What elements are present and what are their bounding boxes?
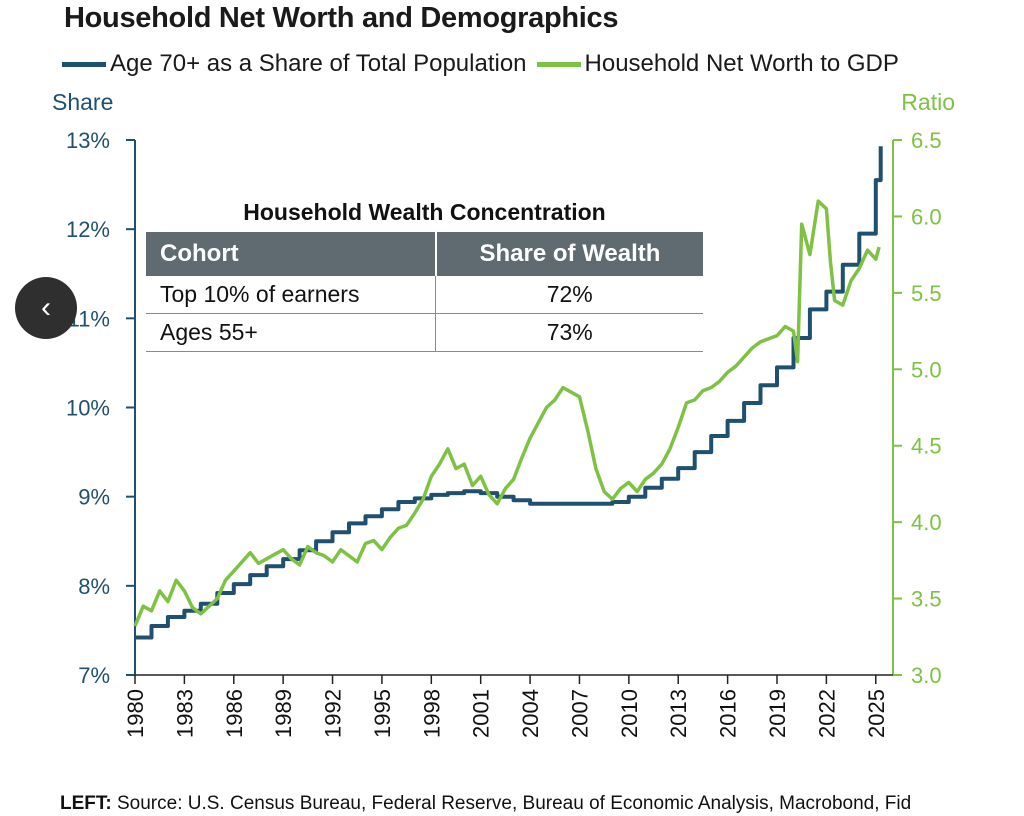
x-tick-label: 2010 <box>617 689 642 738</box>
x-tick-label: 2007 <box>567 689 592 738</box>
x-tick-label: 2025 <box>864 689 889 738</box>
x-tick-label: 1986 <box>222 689 247 738</box>
right-tick-label: 3.0 <box>911 663 942 688</box>
wealth-table-grid: Cohort Share of Wealth Top 10% of earner… <box>146 232 703 352</box>
x-tick-label: 2013 <box>666 689 691 738</box>
table-row: Ages 55+ 73% <box>146 313 703 352</box>
x-tick-label: 1980 <box>123 689 148 738</box>
cell-share: 72% <box>435 276 703 314</box>
table-header-row: Cohort Share of Wealth <box>146 232 703 276</box>
x-tick-label: 1998 <box>419 689 444 738</box>
table-title: Household Wealth Concentration <box>243 199 606 225</box>
left-tick-label: 9% <box>78 485 110 510</box>
legend-item-age70: Age 70+ as a Share of Total Population <box>62 50 527 78</box>
source-note: LEFT: Source: U.S. Census Bureau, Federa… <box>60 793 911 815</box>
legend-label-age70: Age 70+ as a Share of Total Population <box>110 50 527 77</box>
left-tick-label: 13% <box>66 128 110 153</box>
chevron-left-icon: ‹ <box>41 291 51 324</box>
right-axis-title: Ratio <box>901 89 955 115</box>
header-cohort: Cohort <box>146 232 436 276</box>
chart-axes: 7%8%9%10%11%12%13%3.03.54.04.55.05.56.06… <box>52 89 955 738</box>
x-tick-label: 2001 <box>469 689 494 738</box>
header-share-of-wealth: Share of Wealth <box>434 232 703 276</box>
legend-label-networth: Household Net Worth to GDP <box>584 50 899 77</box>
x-tick-label: 2022 <box>814 689 839 738</box>
cell-cohort: Top 10% of earners <box>146 276 436 314</box>
left-tick-label: 12% <box>66 217 110 242</box>
right-tick-label: 5.5 <box>911 281 942 306</box>
back-button[interactable]: ‹ <box>15 277 77 339</box>
source-prefix: LEFT: <box>60 793 112 814</box>
legend-swatch-age70 <box>62 61 106 67</box>
left-tick-label: 10% <box>66 396 110 421</box>
source-text: Source: U.S. Census Bureau, Federal Rese… <box>117 793 912 814</box>
x-tick-label: 1983 <box>172 689 197 738</box>
right-tick-label: 4.0 <box>911 510 942 535</box>
wealth-concentration-table: Household Wealth Concentration Cohort Sh… <box>146 196 703 352</box>
x-tick-label: 2019 <box>765 689 790 738</box>
cell-cohort: Ages 55+ <box>146 313 436 352</box>
series-line-networth <box>133 199 881 627</box>
right-tick-label: 5.0 <box>911 357 942 382</box>
table-row: Top 10% of earners 72% <box>146 276 703 314</box>
left-tick-label: 7% <box>78 663 110 688</box>
left-axis-title: Share <box>52 89 113 115</box>
legend-item-networth: Household Net Worth to GDP <box>536 50 899 78</box>
left-tick-label: 8% <box>78 574 110 599</box>
x-tick-label: 1995 <box>370 689 395 738</box>
x-tick-label: 2004 <box>518 689 543 738</box>
x-tick-label: 1989 <box>271 689 296 738</box>
cell-share: 73% <box>435 313 703 352</box>
legend: Age 70+ as a Share of Total Population H… <box>62 48 909 80</box>
legend-swatch-networth <box>536 61 581 67</box>
series-line-age70 <box>135 146 883 640</box>
right-tick-label: 3.5 <box>911 587 942 612</box>
x-tick-label: 2016 <box>716 689 741 738</box>
chart-series <box>133 146 883 640</box>
chart-title: Household Net Worth and Demographics <box>64 2 619 34</box>
right-tick-label: 4.5 <box>911 434 942 459</box>
right-tick-label: 6.5 <box>911 128 942 153</box>
x-tick-label: 1992 <box>321 689 346 738</box>
right-tick-label: 6.0 <box>911 204 942 229</box>
